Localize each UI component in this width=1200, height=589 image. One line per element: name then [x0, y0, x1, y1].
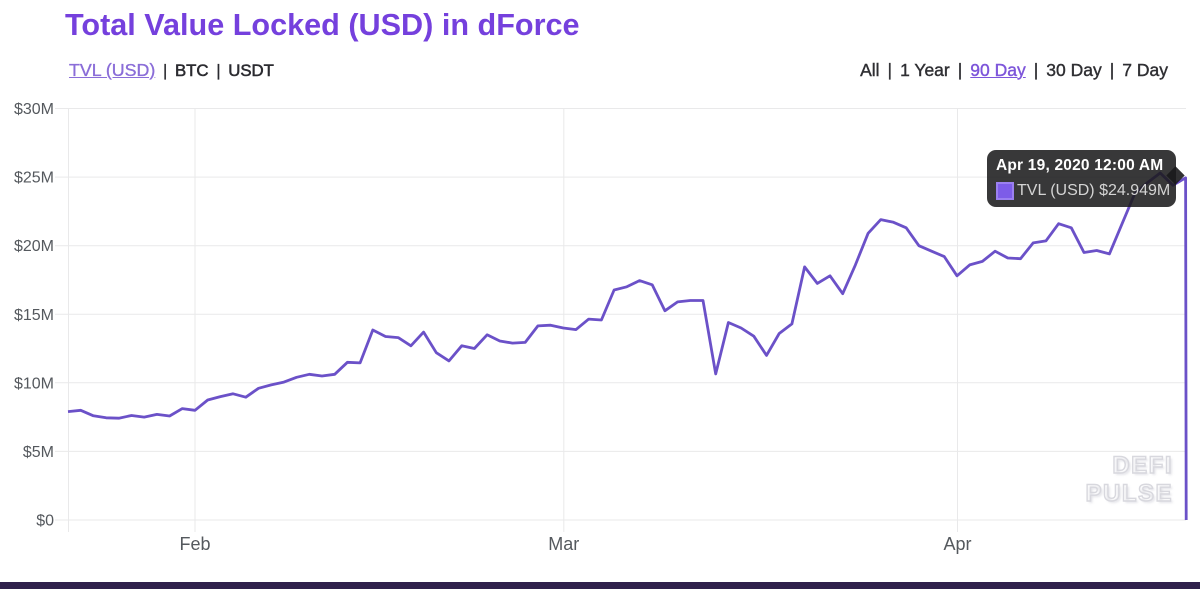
svg-text:Mar: Mar — [548, 534, 579, 554]
svg-text:$25M: $25M — [14, 170, 54, 187]
svg-text:$0: $0 — [36, 513, 54, 530]
svg-text:$20M: $20M — [14, 238, 54, 255]
svg-text:$10M: $10M — [14, 375, 54, 392]
svg-text:$30M: $30M — [14, 101, 54, 118]
svg-text:$15M: $15M — [14, 307, 54, 324]
svg-text:$5M: $5M — [23, 444, 54, 461]
svg-text:Apr: Apr — [943, 534, 971, 554]
svg-text:Feb: Feb — [179, 534, 210, 554]
